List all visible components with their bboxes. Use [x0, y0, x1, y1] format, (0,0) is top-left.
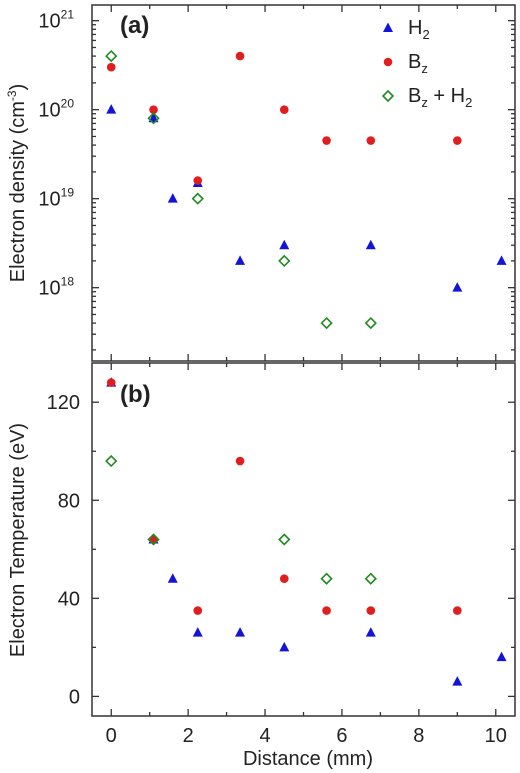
legend: H2 Bz Bz + H2 — [381, 17, 472, 110]
x-tick-label: 8 — [413, 725, 424, 747]
panel-b-x-tick-labels: 0 2 4 6 8 10 — [106, 725, 507, 747]
density-point — [320, 316, 333, 330]
temperature-point — [366, 606, 376, 615]
x-axis-title: Distance (mm) — [243, 748, 373, 770]
panel-a-label: (a) — [120, 12, 149, 39]
y-tick-label: 0 — [69, 686, 80, 708]
density-point — [193, 176, 203, 185]
panel-a-ticks — [92, 5, 515, 361]
x-tick-label: 0 — [106, 725, 117, 747]
density-point — [105, 49, 118, 63]
density-point — [366, 136, 376, 145]
panel-a-y-axis-title: Electron density (cm-3) — [5, 84, 29, 283]
temperature-point — [105, 454, 118, 468]
panel-b: 0 40 80 120 0 2 4 6 8 10 (b) Electron Temperatur… — [7, 362, 516, 770]
density-point — [106, 104, 117, 114]
y-tick-label: 40 — [58, 588, 80, 610]
y-tick-label: 120 — [47, 392, 80, 414]
density-point — [191, 192, 204, 205]
density-point — [167, 193, 178, 203]
density-point — [322, 136, 331, 145]
temperature-point — [365, 627, 376, 637]
y-tick-label: 80 — [58, 490, 80, 512]
density-point — [279, 105, 289, 114]
y-tick-label: 1020 — [38, 97, 74, 122]
density-point — [365, 239, 376, 250]
x-tick-label: 2 — [183, 725, 194, 747]
density-point — [147, 112, 160, 125]
density-point — [235, 255, 246, 265]
temperature-point — [279, 574, 289, 584]
temperature-point — [147, 533, 160, 546]
panel-b-y-axis-title: Electron Temperature (eV) — [7, 423, 29, 657]
panel-b-data-points — [105, 377, 507, 686]
y-tick-label: 1021 — [38, 8, 74, 33]
temperature-point — [235, 627, 246, 637]
x-tick-label: 10 — [485, 725, 507, 747]
density-point — [235, 51, 245, 61]
x-tick-label: 6 — [336, 725, 347, 747]
density-point — [452, 282, 463, 292]
temperature-point — [320, 572, 333, 585]
density-point — [149, 105, 158, 114]
temperature-point — [278, 533, 291, 546]
y-tick-label: 1019 — [38, 186, 74, 211]
temperature-point — [106, 378, 116, 387]
temperature-point — [322, 606, 331, 615]
panel-a-data-points — [105, 49, 507, 330]
panel-b-label: (b) — [120, 381, 151, 408]
legend-label: Bz — [408, 51, 428, 76]
temperature-point — [193, 606, 203, 615]
panel-a-y-tick-labels: 1018 1019 1020 1021 — [38, 8, 74, 300]
temperature-point — [279, 641, 290, 652]
temperature-point — [452, 676, 463, 686]
temperature-point — [235, 456, 245, 466]
panel-a-frame — [91, 4, 516, 362]
temperature-point — [496, 651, 507, 662]
legend-label: Bz + H2 — [408, 85, 472, 110]
legend-marker — [383, 22, 393, 32]
density-point — [453, 136, 462, 145]
x-tick-label: 4 — [259, 725, 270, 747]
panel-b-y-tick-labels: 0 40 80 120 — [47, 392, 80, 708]
temperature-point — [167, 573, 178, 583]
density-point — [364, 316, 377, 330]
panel-a: 1018 1019 1020 1021 (a) Electron density (c… — [5, 4, 516, 362]
temperature-point — [364, 572, 377, 585]
legend-marker — [383, 57, 393, 67]
density-point — [496, 255, 507, 265]
density-point — [278, 254, 291, 268]
panel-b-ticks — [92, 363, 515, 716]
density-point — [106, 62, 116, 72]
temperature-point — [192, 627, 203, 637]
temperature-point — [453, 606, 462, 615]
legend-label: H2 — [408, 17, 430, 42]
legend-marker — [381, 89, 395, 103]
density-point — [279, 239, 290, 250]
y-tick-label: 1018 — [38, 275, 74, 300]
